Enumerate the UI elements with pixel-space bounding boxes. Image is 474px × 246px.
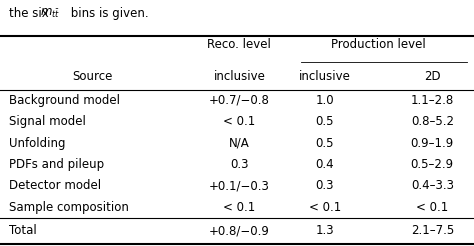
Text: 0.3: 0.3: [315, 179, 334, 192]
Text: Background model: Background model: [9, 94, 120, 107]
Text: < 0.1: < 0.1: [223, 115, 255, 128]
Text: Reco. level: Reco. level: [208, 38, 271, 51]
Text: Production level: Production level: [331, 38, 426, 51]
Text: Source: Source: [72, 70, 113, 83]
Text: 0.5–2.9: 0.5–2.9: [411, 158, 454, 171]
Text: inclusive: inclusive: [299, 70, 351, 83]
Text: 0.9–1.9: 0.9–1.9: [410, 137, 454, 150]
Text: 2D: 2D: [424, 70, 441, 83]
Text: 0.4: 0.4: [315, 158, 334, 171]
Text: < 0.1: < 0.1: [309, 200, 341, 214]
Text: +0.8/−0.9: +0.8/−0.9: [209, 224, 270, 237]
Text: +0.7/−0.8: +0.7/−0.8: [209, 94, 270, 107]
Text: 0.8–5.2: 0.8–5.2: [411, 115, 454, 128]
Text: Sample composition: Sample composition: [9, 200, 129, 214]
Text: 0.3: 0.3: [230, 158, 249, 171]
Text: the six: the six: [9, 7, 53, 20]
Text: Signal model: Signal model: [9, 115, 86, 128]
Text: Unfolding: Unfolding: [9, 137, 66, 150]
Text: 1.1–2.8: 1.1–2.8: [410, 94, 454, 107]
Text: 1.3: 1.3: [315, 224, 334, 237]
Text: Total: Total: [9, 224, 37, 237]
Text: $m_{t\bar{t}}$: $m_{t\bar{t}}$: [40, 7, 61, 20]
Text: 1.0: 1.0: [315, 94, 334, 107]
Text: Detector model: Detector model: [9, 179, 101, 192]
Text: inclusive: inclusive: [213, 70, 265, 83]
Text: 0.5: 0.5: [315, 137, 334, 150]
Text: < 0.1: < 0.1: [223, 200, 255, 214]
Text: PDFs and pileup: PDFs and pileup: [9, 158, 105, 171]
Text: 2.1–7.5: 2.1–7.5: [410, 224, 454, 237]
Text: +0.1/−0.3: +0.1/−0.3: [209, 179, 270, 192]
Text: N/A: N/A: [229, 137, 250, 150]
Text: 0.4–3.3: 0.4–3.3: [411, 179, 454, 192]
Text: bins is given.: bins is given.: [67, 7, 149, 20]
Text: 0.5: 0.5: [315, 115, 334, 128]
Text: < 0.1: < 0.1: [416, 200, 448, 214]
